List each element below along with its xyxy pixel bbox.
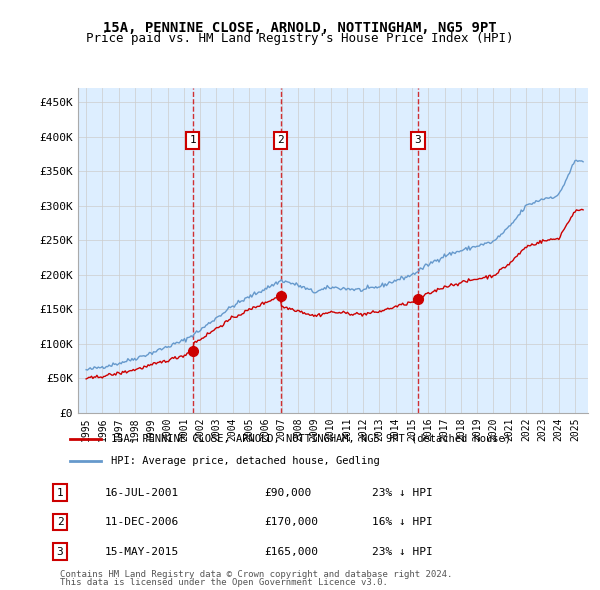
Text: 2: 2	[56, 517, 64, 527]
Text: 23% ↓ HPI: 23% ↓ HPI	[372, 488, 433, 497]
Text: 15-MAY-2015: 15-MAY-2015	[105, 547, 179, 556]
Text: £90,000: £90,000	[264, 488, 311, 497]
Text: HPI: Average price, detached house, Gedling: HPI: Average price, detached house, Gedl…	[111, 456, 380, 466]
Text: 2: 2	[277, 135, 284, 145]
Text: 16-JUL-2001: 16-JUL-2001	[105, 488, 179, 497]
Text: 3: 3	[56, 547, 64, 556]
Text: Contains HM Land Registry data © Crown copyright and database right 2024.: Contains HM Land Registry data © Crown c…	[60, 571, 452, 579]
Text: 16% ↓ HPI: 16% ↓ HPI	[372, 517, 433, 527]
Text: £165,000: £165,000	[264, 547, 318, 556]
Text: 15A, PENNINE CLOSE, ARNOLD, NOTTINGHAM, NG5 9PT (detached house): 15A, PENNINE CLOSE, ARNOLD, NOTTINGHAM, …	[111, 434, 511, 444]
Text: 11-DEC-2006: 11-DEC-2006	[105, 517, 179, 527]
Text: Price paid vs. HM Land Registry's House Price Index (HPI): Price paid vs. HM Land Registry's House …	[86, 32, 514, 45]
Text: 3: 3	[415, 135, 421, 145]
Text: 1: 1	[56, 488, 64, 497]
Text: 23% ↓ HPI: 23% ↓ HPI	[372, 547, 433, 556]
Text: £170,000: £170,000	[264, 517, 318, 527]
Text: 15A, PENNINE CLOSE, ARNOLD, NOTTINGHAM, NG5 9PT: 15A, PENNINE CLOSE, ARNOLD, NOTTINGHAM, …	[103, 21, 497, 35]
Text: This data is licensed under the Open Government Licence v3.0.: This data is licensed under the Open Gov…	[60, 578, 388, 587]
Text: 1: 1	[190, 135, 196, 145]
